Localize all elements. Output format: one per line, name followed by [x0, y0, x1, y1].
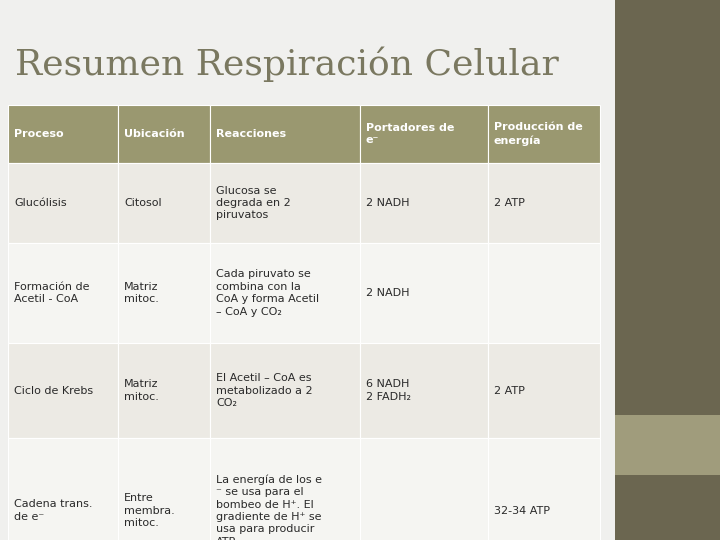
Bar [615, 0, 720, 415]
Bar [118, 343, 210, 438]
Bar [488, 243, 600, 343]
Text: 2 ATP: 2 ATP [494, 386, 525, 395]
Bar [360, 163, 488, 243]
Bar [488, 163, 600, 243]
Text: Proceso: Proceso [14, 129, 63, 139]
Bar [488, 438, 600, 540]
Bar [8, 163, 118, 243]
Bar [615, 415, 720, 475]
Bar [488, 105, 600, 163]
Bar [118, 105, 210, 163]
Text: La energía de los e
⁻ se usa para el
bombeo de H⁺. El
gradiente de H⁺ se
usa par: La energía de los e ⁻ se usa para el bom… [216, 474, 322, 540]
Text: Matriz
mitoc.: Matriz mitoc. [124, 282, 159, 304]
Bar [210, 243, 360, 343]
Bar [210, 343, 360, 438]
Text: Glucólisis: Glucólisis [14, 198, 67, 208]
Text: 32-34 ATP: 32-34 ATP [494, 505, 550, 516]
Text: Cadena trans.
de e⁻: Cadena trans. de e⁻ [14, 500, 92, 522]
Bar [360, 438, 488, 540]
Text: Ciclo de Krebs: Ciclo de Krebs [14, 386, 93, 395]
Bar [8, 105, 118, 163]
Text: Formación de
Acetil - CoA: Formación de Acetil - CoA [14, 282, 89, 304]
Text: Resumen Respiración Celular: Resumen Respiración Celular [15, 46, 559, 82]
Text: El Acetil – CoA es
metabolizado a 2
CO₂: El Acetil – CoA es metabolizado a 2 CO₂ [216, 373, 312, 408]
Bar [360, 343, 488, 438]
Bar [8, 243, 118, 343]
Bar [210, 105, 360, 163]
Text: 6 NADH
2 FADH₂: 6 NADH 2 FADH₂ [366, 379, 411, 402]
Text: 2 NADH: 2 NADH [366, 288, 410, 298]
Bar [8, 438, 118, 540]
Bar [360, 243, 488, 343]
Text: Glucosa se
degrada en 2
piruvatos: Glucosa se degrada en 2 piruvatos [216, 186, 291, 220]
Text: Reacciones: Reacciones [216, 129, 286, 139]
Text: 2 NADH: 2 NADH [366, 198, 410, 208]
Bar [118, 438, 210, 540]
Text: Matriz
mitoc.: Matriz mitoc. [124, 379, 159, 402]
Bar [118, 163, 210, 243]
Text: Entre
membra.
mitoc.: Entre membra. mitoc. [124, 493, 175, 528]
Bar [360, 105, 488, 163]
Text: 2 ATP: 2 ATP [494, 198, 525, 208]
Text: Producción de
energía: Producción de energía [494, 123, 582, 145]
Bar [8, 343, 118, 438]
Bar [210, 438, 360, 540]
Text: Citosol: Citosol [124, 198, 161, 208]
Text: Ubicación: Ubicación [124, 129, 184, 139]
Bar [615, 475, 720, 540]
Text: Portadores de
e⁻: Portadores de e⁻ [366, 123, 454, 145]
Bar [488, 343, 600, 438]
Bar [210, 163, 360, 243]
Bar [118, 243, 210, 343]
Text: Cada piruvato se
combina con la
CoA y forma Acetil
– CoA y CO₂: Cada piruvato se combina con la CoA y fo… [216, 269, 319, 316]
